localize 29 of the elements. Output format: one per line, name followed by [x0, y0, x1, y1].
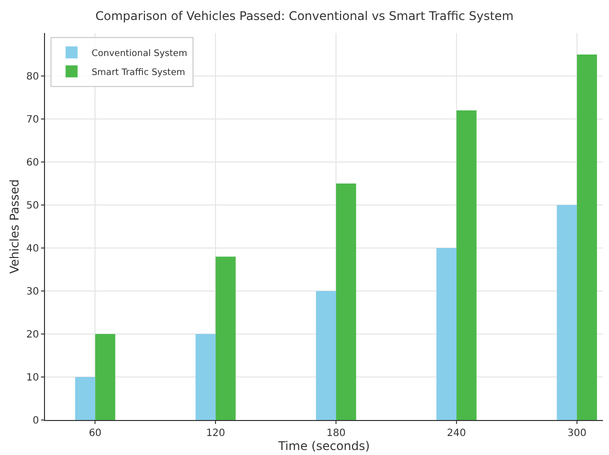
y-tick-label: 50 — [26, 200, 39, 212]
x-tick-label: 120 — [206, 428, 226, 439]
bar — [196, 334, 216, 420]
chart-title: Comparison of Vehicles Passed: Conventional vs Smart Traffic System — [95, 8, 514, 23]
y-tick-label: 10 — [26, 372, 39, 384]
y-axis-title: Vehicles Passed — [8, 179, 22, 274]
x-tick-label: 180 — [326, 428, 346, 439]
legend-label: Conventional System — [92, 48, 188, 59]
x-tick-label: 240 — [446, 428, 466, 439]
y-tick-label: 30 — [26, 286, 39, 298]
x-axis-title: Time (seconds) — [277, 439, 370, 453]
bar — [95, 334, 116, 420]
bar — [216, 256, 236, 420]
legend-label: Smart Traffic System — [92, 68, 186, 78]
y-tick-label: 20 — [26, 330, 39, 340]
y-tick-label: 0 — [32, 416, 39, 426]
bar — [316, 291, 336, 420]
bar — [556, 205, 577, 420]
x-tick-label: 300 — [567, 428, 586, 439]
y-tick-label: 60 — [26, 158, 39, 168]
y-tick-label: 70 — [26, 114, 39, 126]
x-tick-label: 60 — [88, 428, 102, 439]
bar — [576, 54, 597, 420]
bar — [336, 184, 356, 420]
bar — [75, 377, 96, 420]
y-tick-label: 80 — [26, 72, 39, 82]
bar — [456, 110, 477, 420]
bar — [436, 248, 456, 420]
y-tick-label: 40 — [26, 244, 39, 254]
